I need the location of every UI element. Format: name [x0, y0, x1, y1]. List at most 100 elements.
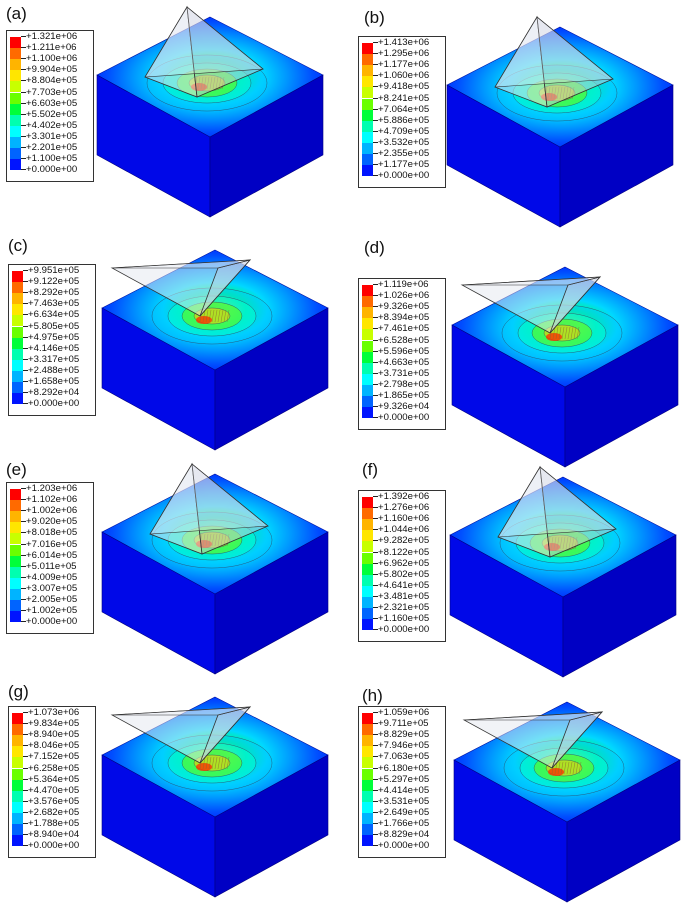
legend-swatch — [362, 351, 373, 363]
legend-tick — [21, 488, 26, 489]
legend-tick — [373, 164, 378, 166]
legend-tick — [373, 328, 378, 330]
color-legend: +1.392e+06 +1.276e+06 +1.160e+06 +1.044e+06… — [358, 490, 446, 642]
legend-swatch — [362, 285, 373, 297]
legend-swatch — [10, 588, 21, 600]
legend-entry: +7.461e+05 — [359, 324, 445, 341]
legend-swatch — [362, 98, 373, 110]
panel-label: (c) — [8, 236, 28, 255]
legend-entry: +9.711e+05 — [359, 719, 445, 736]
legend-value: +1.059e+06 — [378, 707, 430, 718]
legend-swatch — [362, 585, 373, 597]
legend-entry: +5.364e+05 — [9, 774, 95, 791]
legend-value: +0.000e+00 — [26, 616, 78, 628]
legend-entry: +1.026e+06 — [359, 291, 445, 308]
legend-value: +1.211e+06 — [26, 42, 77, 54]
legend-entry: +3.576e+05 — [9, 796, 95, 813]
fem-block-model — [451, 266, 679, 468]
legend-swatch — [362, 362, 373, 374]
legend-entry: +1.276e+06 — [359, 503, 445, 520]
legend-tick — [21, 91, 26, 93]
legend-entry: +1.766e+05 — [359, 819, 445, 836]
legend-value: +5.596e+05 — [378, 345, 430, 357]
legend-swatch — [362, 120, 373, 132]
legend-swatch — [12, 326, 23, 338]
legend-swatch — [362, 835, 373, 847]
legend-value: +3.531e+05 — [378, 795, 430, 807]
legend-tick — [23, 281, 28, 283]
legend-swatch — [10, 125, 21, 137]
legend-swatch — [10, 148, 21, 160]
legend-tick — [21, 554, 26, 556]
legend-entry: +2.798e+05 — [359, 379, 445, 396]
legend-swatch — [362, 735, 373, 747]
legend-tick — [373, 383, 378, 385]
legend-tick — [23, 314, 28, 316]
legend-entry: +0.000e+00 — [359, 171, 445, 186]
legend-value: +1.102e+06 — [26, 494, 78, 506]
legend-swatch — [362, 552, 373, 564]
legend-value: +8.292e+05 — [28, 287, 80, 299]
legend-tick — [373, 75, 378, 77]
legend-tick — [21, 599, 26, 600]
legend-swatch — [10, 555, 21, 567]
legend-swatch — [12, 812, 23, 824]
legend-value: +6.962e+05 — [378, 557, 430, 569]
legend-entry: +1.788e+05 — [9, 819, 95, 836]
legend-swatch — [12, 790, 23, 802]
legend-value: +2.005e+05 — [26, 594, 78, 605]
legend-entry: +3.317e+05 — [9, 354, 95, 371]
legend-value: +1.002e+05 — [26, 605, 78, 617]
legend-swatch — [362, 396, 373, 408]
legend-swatch — [362, 519, 373, 531]
legend-entry: +1.160e+06 — [359, 514, 445, 531]
block-right-face — [214, 531, 329, 675]
legend-entry: +8.829e+04 — [359, 830, 445, 847]
legend-value: +7.064e+05 — [378, 103, 430, 115]
panel-label: (g) — [8, 682, 29, 701]
legend-entry: +2.355e+05 — [359, 149, 445, 166]
legend-tick — [373, 141, 378, 143]
legend-swatch — [362, 407, 373, 419]
legend-value: +2.355e+05 — [378, 148, 430, 159]
legend-value: +9.904e+05 — [26, 64, 78, 76]
legend-tick — [373, 496, 378, 497]
legend-value: +9.020e+05 — [26, 516, 78, 528]
legend-tick — [373, 756, 378, 758]
legend-value: +1.203e+06 — [26, 483, 78, 494]
legend-entry: +9.418e+05 — [359, 82, 445, 99]
panel-label: (f) — [362, 460, 379, 479]
legend-swatch — [362, 508, 373, 520]
legend-entry: +5.297e+05 — [359, 774, 445, 791]
panel-label: (b) — [364, 8, 385, 27]
legend-value: +2.201e+05 — [26, 142, 78, 153]
legend-swatch — [362, 87, 373, 99]
legend-tick — [23, 392, 28, 394]
legend-entry: +1.295e+06 — [359, 49, 445, 66]
legend-swatch — [362, 307, 373, 319]
legend-value: +6.603e+05 — [26, 97, 78, 109]
legend-value: +5.805e+05 — [28, 320, 80, 332]
legend-swatch — [362, 154, 373, 166]
legend-entry: +3.731e+05 — [359, 368, 445, 385]
legend-value: +1.002e+06 — [26, 505, 78, 517]
legend-entry: +1.658e+05 — [9, 377, 95, 394]
legend-swatch — [12, 370, 23, 382]
legend-entry: +7.063e+05 — [359, 752, 445, 769]
legend-swatch — [12, 746, 23, 758]
legend-value: +5.297e+05 — [378, 773, 430, 785]
legend-tick — [373, 811, 378, 813]
legend-value: +5.886e+05 — [378, 114, 430, 126]
legend-tick — [373, 317, 378, 319]
legend-entry: +8.394e+05 — [359, 313, 445, 330]
legend-entry: +2.682e+05 — [9, 807, 95, 824]
legend-entry: +2.488e+05 — [9, 365, 95, 382]
legend-swatch — [362, 801, 373, 813]
legend-swatch — [362, 713, 373, 725]
legend-value: +8.940e+05 — [28, 729, 80, 741]
legend-entry: +7.152e+05 — [9, 752, 95, 769]
indenter-face — [111, 259, 251, 269]
legend-value: +1.044e+06 — [378, 524, 430, 536]
legend-entry: +9.282e+05 — [359, 536, 445, 553]
legend-entry: +6.180e+05 — [359, 763, 445, 780]
